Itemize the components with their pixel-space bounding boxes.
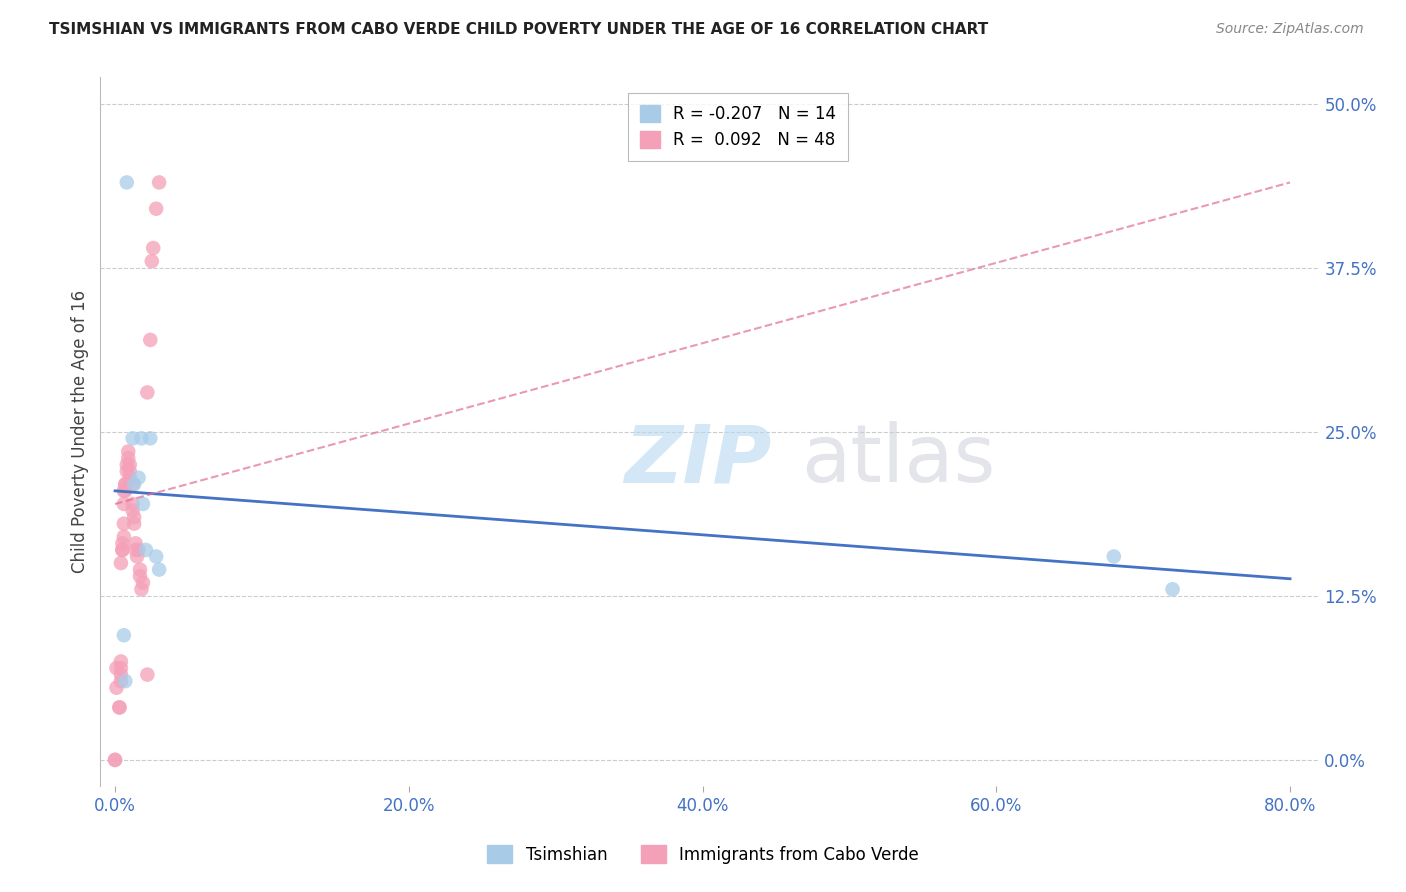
Point (112, 530, 135, 544)
Point (148, 563, 170, 577)
Legend: R = -0.207   N = 14, R =  0.092   N = 48: R = -0.207 N = 14, R = 0.092 N = 48 (628, 93, 848, 161)
Point (104, 753, 127, 767)
Text: ZIP: ZIP (624, 421, 772, 500)
Y-axis label: Child Poverty Under the Age of 16: Child Poverty Under the Age of 16 (72, 290, 89, 574)
Legend: Tsimshian, Immigrants from Cabo Verde: Tsimshian, Immigrants from Cabo Verde (481, 838, 925, 871)
Point (132, 497, 155, 511)
Text: Source: ZipAtlas.com: Source: ZipAtlas.com (1216, 22, 1364, 37)
Point (105, 681, 128, 695)
Point (110, 674, 132, 689)
Point (110, 655, 132, 669)
Point (112, 516, 135, 531)
Point (136, 667, 159, 681)
Point (131, 582, 153, 597)
Point (105, 661, 128, 675)
Text: TSIMSHIAN VS IMMIGRANTS FROM CABO VERDE CHILD POVERTY UNDER THE AGE OF 16 CORREL: TSIMSHIAN VS IMMIGRANTS FROM CABO VERDE … (49, 22, 988, 37)
Point (1161, 582, 1184, 597)
Point (121, 497, 143, 511)
Point (142, 241, 165, 255)
Point (112, 483, 135, 498)
Point (145, 549, 167, 564)
Point (121, 431, 143, 445)
Point (141, 254, 163, 268)
Point (128, 542, 150, 557)
Point (111, 542, 134, 557)
Point (114, 477, 136, 491)
Point (112, 628, 135, 642)
Point (108, 700, 131, 714)
Point (110, 667, 132, 681)
Point (118, 464, 141, 478)
Point (139, 431, 162, 445)
Point (129, 563, 152, 577)
Point (122, 477, 145, 491)
Point (117, 444, 139, 458)
Point (124, 536, 146, 550)
Point (115, 458, 138, 472)
Point (128, 471, 150, 485)
Point (111, 536, 134, 550)
Point (131, 431, 153, 445)
Point (110, 556, 132, 570)
Point (114, 477, 136, 491)
Point (115, 464, 138, 478)
Point (1102, 549, 1125, 564)
Point (139, 333, 162, 347)
Point (121, 503, 143, 517)
Point (112, 497, 135, 511)
Point (122, 516, 145, 531)
Point (114, 674, 136, 689)
Point (118, 471, 141, 485)
Point (121, 477, 143, 491)
Point (108, 700, 131, 714)
Point (115, 176, 138, 190)
Point (117, 450, 139, 465)
Text: atlas: atlas (801, 421, 995, 500)
Point (114, 483, 136, 498)
Point (136, 385, 159, 400)
Point (132, 575, 155, 590)
Point (129, 569, 152, 583)
Point (118, 458, 141, 472)
Point (145, 202, 167, 216)
Point (135, 542, 157, 557)
Point (111, 542, 134, 557)
Point (110, 661, 132, 675)
Point (125, 549, 148, 564)
Point (148, 176, 170, 190)
Point (104, 753, 127, 767)
Point (124, 542, 146, 557)
Point (122, 510, 145, 524)
